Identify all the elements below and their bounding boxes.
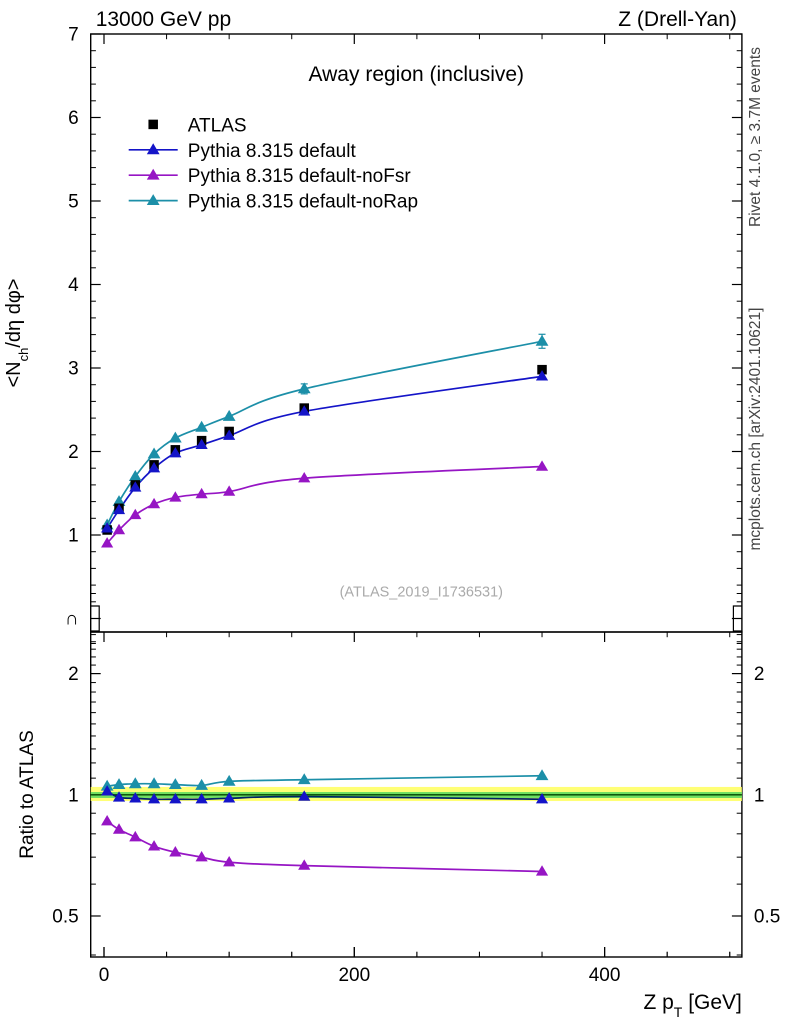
svg-text:6: 6 (68, 108, 79, 129)
svg-text:Away region (inclusive): Away region (inclusive) (309, 63, 525, 86)
svg-text:5: 5 (68, 192, 79, 213)
svg-text:0: 0 (99, 965, 110, 986)
svg-text:1: 1 (68, 785, 79, 806)
svg-text:7: 7 (68, 25, 79, 46)
svg-text:2: 2 (68, 664, 79, 685)
svg-text:200: 200 (338, 965, 370, 986)
svg-text:Pythia 8.315 default-noRap: Pythia 8.315 default-noRap (188, 192, 418, 213)
svg-text:1: 1 (754, 785, 765, 806)
svg-text:0.5: 0.5 (754, 906, 780, 927)
svg-text:3: 3 (68, 359, 79, 380)
svg-text:Z (Drell-Yan): Z (Drell-Yan) (618, 8, 737, 31)
svg-text:Pythia 8.315 default: Pythia 8.315 default (188, 141, 357, 162)
svg-text:∩: ∩ (65, 609, 79, 630)
svg-text:13000 GeV pp: 13000 GeV pp (96, 8, 231, 31)
svg-text:mcplots.cern.ch [arXiv:2401.10: mcplots.cern.ch [arXiv:2401.10621] (747, 308, 764, 551)
svg-text:400: 400 (589, 965, 621, 986)
svg-text:Ratio to ATLAS: Ratio to ATLAS (17, 730, 38, 859)
svg-text:Pythia 8.315 default-noFsr: Pythia 8.315 default-noFsr (188, 166, 412, 187)
svg-text:ATLAS: ATLAS (188, 115, 247, 136)
svg-text:1: 1 (68, 526, 79, 547)
svg-text:4: 4 (68, 275, 79, 296)
svg-text:2: 2 (754, 664, 765, 685)
svg-text:0.5: 0.5 (52, 906, 78, 927)
svg-text:Rivet 4.1.0, ≥ 3.7M events: Rivet 4.1.0, ≥ 3.7M events (747, 47, 764, 227)
svg-text:2: 2 (68, 442, 79, 463)
svg-text:(ATLAS_2019_I1736531): (ATLAS_2019_I1736531) (340, 585, 503, 601)
